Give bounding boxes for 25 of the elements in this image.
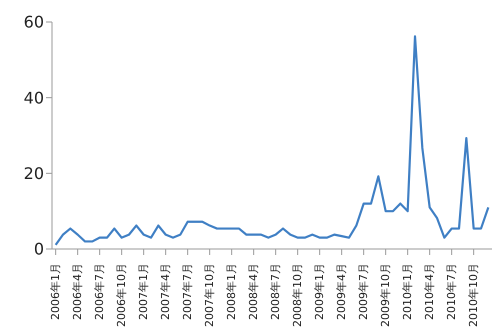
x-tick-label: 2008年4月 [247,263,260,320]
x-tick-label: 2006年4月 [71,263,84,320]
x-tick-label: 2010年7月 [445,263,458,320]
x-tick-label: 2008年10月 [291,263,304,327]
y-tick-label: 60 [24,12,44,32]
x-tick-label: 2008年7月 [269,263,282,320]
x-tick-label: 2010年10月 [467,263,480,327]
x-tick-label: 2010年1月 [401,263,414,320]
x-tick-label: 2007年4月 [159,263,172,320]
x-tick-label: 2009年1月 [313,263,326,320]
x-tick-label: 2009年10月 [379,263,392,327]
x-tick-label: 2007年1月 [137,263,150,320]
line-series [54,35,490,246]
x-tick-label: 2008年1月 [225,263,238,320]
x-tick-label: 2009年4月 [335,263,348,320]
x-tick-label: 2006年7月 [93,263,106,320]
y-tick-label: 20 [24,164,44,184]
x-tick-label: 2009年7月 [357,263,370,320]
x-tick-label: 2007年7月 [181,263,194,320]
x-tick-label: 2006年1月 [49,263,62,320]
y-tick-label: 40 [24,88,44,108]
x-tick-label: 2006年10月 [115,263,128,327]
x-tick-label: 2007年10月 [203,263,216,327]
y-tick-label: 0 [34,240,44,259]
x-tick-label: 2010年4月 [423,263,436,320]
